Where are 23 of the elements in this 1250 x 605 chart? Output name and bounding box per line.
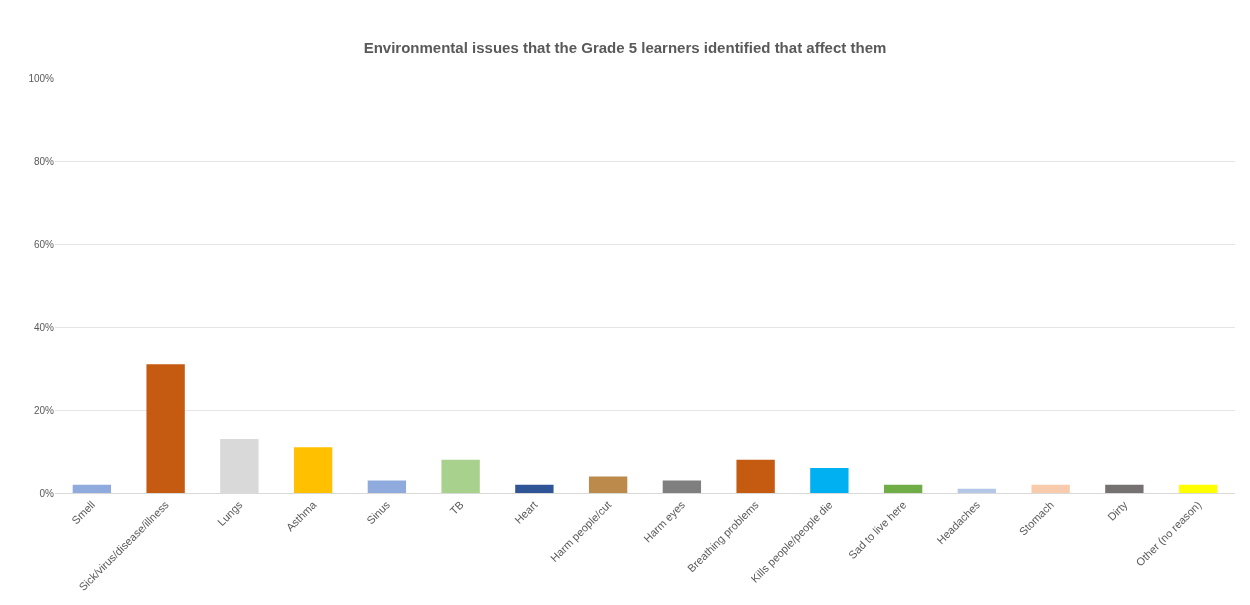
bar — [1105, 484, 1144, 493]
y-tick-label: 0% — [39, 487, 55, 499]
bar — [1178, 484, 1218, 493]
bar — [441, 459, 480, 493]
bar — [72, 484, 112, 493]
x-tick-label: TB — [447, 498, 466, 517]
bar — [662, 480, 702, 493]
bar — [367, 480, 407, 493]
y-tick-label: 100% — [28, 72, 55, 84]
y-tick-label: 40% — [33, 321, 55, 333]
bar — [810, 468, 849, 493]
bar — [957, 488, 997, 493]
bar — [883, 484, 923, 493]
bar — [146, 364, 185, 493]
y-tick-label: 80% — [33, 155, 55, 167]
bar — [1031, 484, 1070, 493]
bar — [293, 447, 333, 493]
y-tick-label: 20% — [33, 404, 55, 416]
chart-title: Environmental issues that the Grade 5 learners identified that affect them — [363, 38, 887, 56]
bar — [588, 476, 628, 493]
bar — [515, 484, 554, 493]
bar — [736, 459, 775, 493]
y-tick-label: 60% — [33, 238, 55, 250]
